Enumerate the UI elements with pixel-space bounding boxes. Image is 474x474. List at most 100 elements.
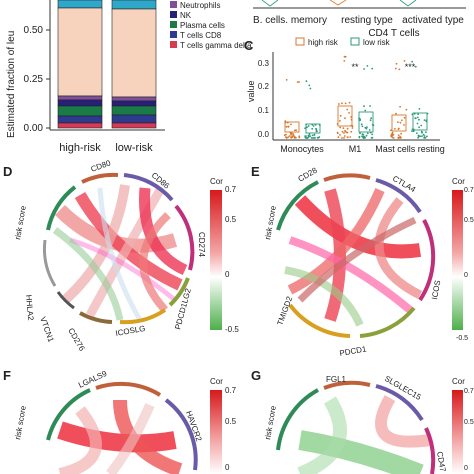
strip-point bbox=[339, 134, 341, 136]
panel-c-xlabel-0: Monocytes bbox=[280, 144, 324, 154]
strip-point bbox=[399, 136, 402, 139]
panel-c-ylabel: value bbox=[246, 80, 256, 102]
strip-point bbox=[417, 136, 419, 139]
panel-g-chords bbox=[297, 395, 431, 474]
panel-e-legend-tick-2: 0 bbox=[464, 272, 468, 279]
strip-point bbox=[350, 130, 353, 133]
strip-point bbox=[361, 125, 364, 128]
strip-point bbox=[306, 126, 308, 129]
panel-g-letter: G bbox=[251, 368, 261, 383]
panel-a-ytick-0: 0.00 bbox=[24, 123, 44, 134]
strip-point bbox=[308, 84, 311, 87]
strip-point bbox=[312, 137, 314, 139]
strip-point bbox=[425, 131, 427, 134]
strip-point bbox=[307, 125, 310, 127]
panel-e-colorbar bbox=[452, 190, 463, 330]
strip-point bbox=[343, 60, 346, 62]
strip-point bbox=[344, 117, 346, 120]
panel-c-letter: C bbox=[244, 38, 254, 53]
panel-d-legend-tick-1: 0.5 bbox=[225, 215, 237, 224]
panel-f-legend-tick-1: 0.5 bbox=[225, 417, 237, 426]
panel-e-chords bbox=[284, 188, 423, 327]
panel-c-legend: high risk low risk bbox=[295, 37, 391, 47]
strip-point bbox=[365, 134, 368, 137]
strip-point bbox=[346, 136, 349, 139]
panel-d: D CD80 CD86 CD274 PDCD1LG2 ICOSLG CD276 … bbox=[3, 158, 239, 353]
panel-a-group-0: high-risk bbox=[59, 142, 101, 154]
panel-f-legend-tick-2: 0 bbox=[225, 463, 230, 472]
strip-point bbox=[310, 137, 313, 139]
panel-e-legend-tick-3: -0.5 bbox=[456, 335, 468, 342]
strip-point bbox=[285, 125, 288, 128]
strip-point bbox=[305, 135, 307, 138]
strip-point bbox=[288, 135, 291, 137]
panel-c-xlabel-1: M1 bbox=[349, 144, 362, 154]
strip-point bbox=[366, 132, 369, 135]
strip-point bbox=[417, 113, 419, 115]
stacked-bar-low-risk bbox=[111, 0, 157, 129]
panel-a-legend: Neutrophils NK Plasma cells T cells CD8 … bbox=[170, 1, 252, 50]
strip-point bbox=[394, 67, 397, 70]
panel-b-xlabel-0: B. cells. memory bbox=[253, 15, 327, 26]
strip-point bbox=[285, 79, 288, 81]
strip-point bbox=[371, 133, 374, 136]
panel-c-ytick-3: 0.3 bbox=[258, 59, 270, 68]
strip-point bbox=[391, 133, 394, 136]
strip-point bbox=[343, 135, 346, 137]
strip-point bbox=[419, 135, 422, 138]
strip-point bbox=[421, 135, 423, 138]
strip-point bbox=[423, 119, 426, 121]
strip-point bbox=[403, 116, 406, 119]
strip-point bbox=[339, 126, 342, 129]
strip-point bbox=[415, 132, 418, 135]
strip-point bbox=[366, 126, 368, 128]
panel-e-label-tmigd2: TMIGD2 bbox=[275, 295, 294, 327]
strip-point bbox=[298, 135, 301, 138]
strip-point bbox=[412, 130, 415, 133]
panel-g-label-risk-score: risk score bbox=[263, 405, 278, 441]
strip-point bbox=[420, 124, 423, 127]
strip-point bbox=[403, 60, 406, 62]
panel-g-legend-title: Cor bbox=[452, 377, 465, 386]
panel-d-legend-title: Cor bbox=[210, 177, 223, 186]
panel-d-letter: D bbox=[3, 164, 12, 179]
legend-high-risk: high risk bbox=[308, 38, 339, 47]
strip-point bbox=[399, 121, 402, 124]
strip-point bbox=[411, 130, 413, 133]
panel-c-ytick-1: 0.1 bbox=[258, 106, 270, 115]
strip-point bbox=[371, 67, 374, 70]
panel-a-ytick-1: 0.25 bbox=[24, 74, 44, 85]
legend-nk: NK bbox=[180, 11, 192, 20]
panel-e-legend-title: Cor bbox=[452, 177, 465, 186]
panel-e-label-risk-score: risk score bbox=[263, 205, 278, 241]
panel-a-ytick-2: 0.50 bbox=[24, 25, 44, 36]
legend-t-cells-cd8: T cells CD8 bbox=[180, 31, 222, 40]
strip-point bbox=[405, 108, 408, 111]
strip-point bbox=[295, 136, 297, 139]
strip-point bbox=[308, 133, 311, 136]
strip-point bbox=[351, 127, 354, 129]
strip-point bbox=[359, 132, 361, 135]
strip-point bbox=[315, 130, 318, 133]
strip-point bbox=[418, 118, 420, 121]
strip-point bbox=[343, 132, 345, 134]
strip-point bbox=[350, 116, 352, 118]
strip-point bbox=[341, 137, 343, 139]
strip-point bbox=[401, 119, 403, 122]
panel-f-legend-tick-0: 0.7 bbox=[225, 386, 237, 395]
strip-point bbox=[418, 108, 421, 110]
strip-point bbox=[414, 65, 417, 68]
strip-point bbox=[363, 105, 365, 108]
panel-f-colorbar bbox=[210, 390, 222, 474]
strip-point bbox=[363, 68, 365, 70]
strip-point bbox=[316, 136, 319, 139]
panel-c: C high risk low risk value 0.0 0.1 0.2 0… bbox=[244, 37, 445, 154]
panel-e: E CD28 CTLA4 ICOS PDCD1 TMIGD2 risk scor… bbox=[251, 164, 474, 358]
strip-point bbox=[360, 123, 363, 126]
strip-point bbox=[346, 108, 349, 111]
panel-e-label-icos: ICOS bbox=[430, 280, 442, 301]
strip-point bbox=[344, 102, 347, 105]
panel-e-legend-tick-1: 0.5 bbox=[464, 217, 474, 224]
panel-e-label-pdcd1: PDCD1 bbox=[339, 344, 368, 358]
